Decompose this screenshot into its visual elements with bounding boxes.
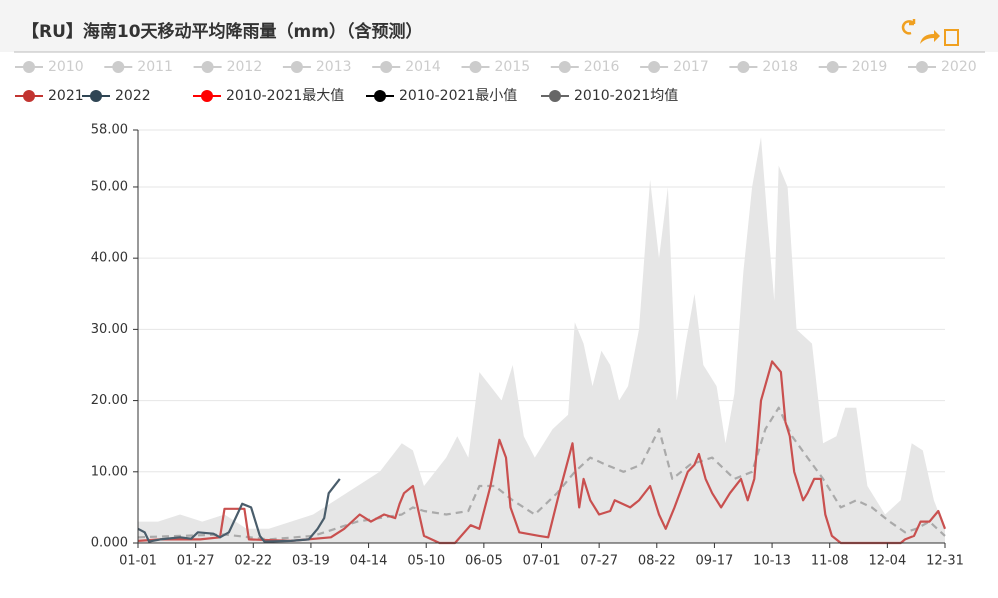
legend-label: 2022 bbox=[115, 88, 151, 104]
legend-label: 2010-2021最大值 bbox=[226, 88, 344, 104]
legend-label: 2011 bbox=[137, 59, 173, 75]
x-tick-label: 04-14 bbox=[350, 554, 388, 569]
area bbox=[138, 137, 945, 543]
x-tick-label: 05-10 bbox=[407, 554, 445, 569]
legend-marker bbox=[112, 61, 125, 73]
y-tick-label: 30.00 bbox=[91, 322, 128, 337]
legend-marker bbox=[737, 61, 750, 73]
x-tick-label: 12-31 bbox=[926, 554, 964, 569]
x-tick-label: 01-01 bbox=[119, 554, 157, 569]
y-tick-label: 50.00 bbox=[91, 179, 128, 194]
x-tick-label: 10-13 bbox=[753, 554, 791, 569]
legend-label: 2013 bbox=[316, 59, 352, 75]
legend-label: 2010-2021均值 bbox=[574, 88, 678, 104]
x-tick-label: 02-22 bbox=[234, 554, 272, 569]
legend-label: 2015 bbox=[495, 59, 531, 75]
refresh-icon[interactable] bbox=[901, 19, 916, 35]
y-tick-label: 40.00 bbox=[91, 251, 128, 266]
legend-label: 2020 bbox=[941, 59, 977, 75]
y-tick-label: 10.00 bbox=[91, 464, 128, 479]
line bbox=[137, 478, 341, 543]
legend-label: 2019 bbox=[852, 59, 888, 75]
legend-label: 2016 bbox=[584, 59, 620, 75]
x-tick-label: 01-27 bbox=[177, 554, 215, 569]
legend-marker bbox=[380, 61, 393, 73]
legend-label: 2012 bbox=[227, 59, 263, 75]
line bbox=[137, 360, 947, 545]
legend-label: 2018 bbox=[762, 59, 798, 75]
legend-label: 2017 bbox=[673, 59, 709, 75]
legend-marker bbox=[201, 90, 213, 102]
legend-marker bbox=[549, 90, 561, 102]
share-icon[interactable] bbox=[920, 30, 940, 44]
x-tick-label: 12-04 bbox=[868, 554, 906, 569]
toolbar[interactable] bbox=[901, 19, 959, 46]
legend-marker bbox=[469, 61, 482, 73]
legend-label: 2021 bbox=[48, 88, 84, 104]
x-tick-label: 11-08 bbox=[811, 554, 849, 569]
chart-title: 【RU】海南10天移动平均降雨量（mm）（含预测） bbox=[22, 21, 422, 42]
x-tick-label: 09-17 bbox=[696, 554, 734, 569]
y-tick-label: 20.00 bbox=[91, 393, 128, 408]
save-icon[interactable] bbox=[944, 29, 959, 46]
legend-label: 2010 bbox=[48, 59, 84, 75]
legend-marker bbox=[23, 90, 35, 102]
legend-marker bbox=[826, 61, 839, 73]
legend-marker bbox=[648, 61, 661, 73]
y-tick-label: 58.00 bbox=[91, 123, 128, 138]
legend-marker bbox=[201, 61, 214, 73]
y-tick-label: 0.000 bbox=[91, 536, 128, 551]
legend-marker bbox=[23, 61, 35, 73]
x-tick-label: 07-27 bbox=[580, 554, 618, 569]
plot bbox=[137, 137, 947, 545]
x-tick-label: 07-01 bbox=[523, 554, 561, 569]
legend-marker bbox=[374, 90, 386, 102]
x-tick-label: 03-19 bbox=[292, 554, 330, 569]
legend-marker bbox=[916, 61, 928, 73]
legend-marker bbox=[90, 90, 102, 102]
legend-marker bbox=[558, 61, 571, 73]
x-tick-label: 08-22 bbox=[638, 554, 676, 569]
legend-label: 2014 bbox=[405, 59, 441, 75]
legend-label: 2010-2021最小值 bbox=[399, 88, 517, 104]
header-bg bbox=[0, 0, 998, 52]
legend-marker bbox=[290, 61, 303, 73]
x-tick-label: 06-05 bbox=[465, 554, 503, 569]
